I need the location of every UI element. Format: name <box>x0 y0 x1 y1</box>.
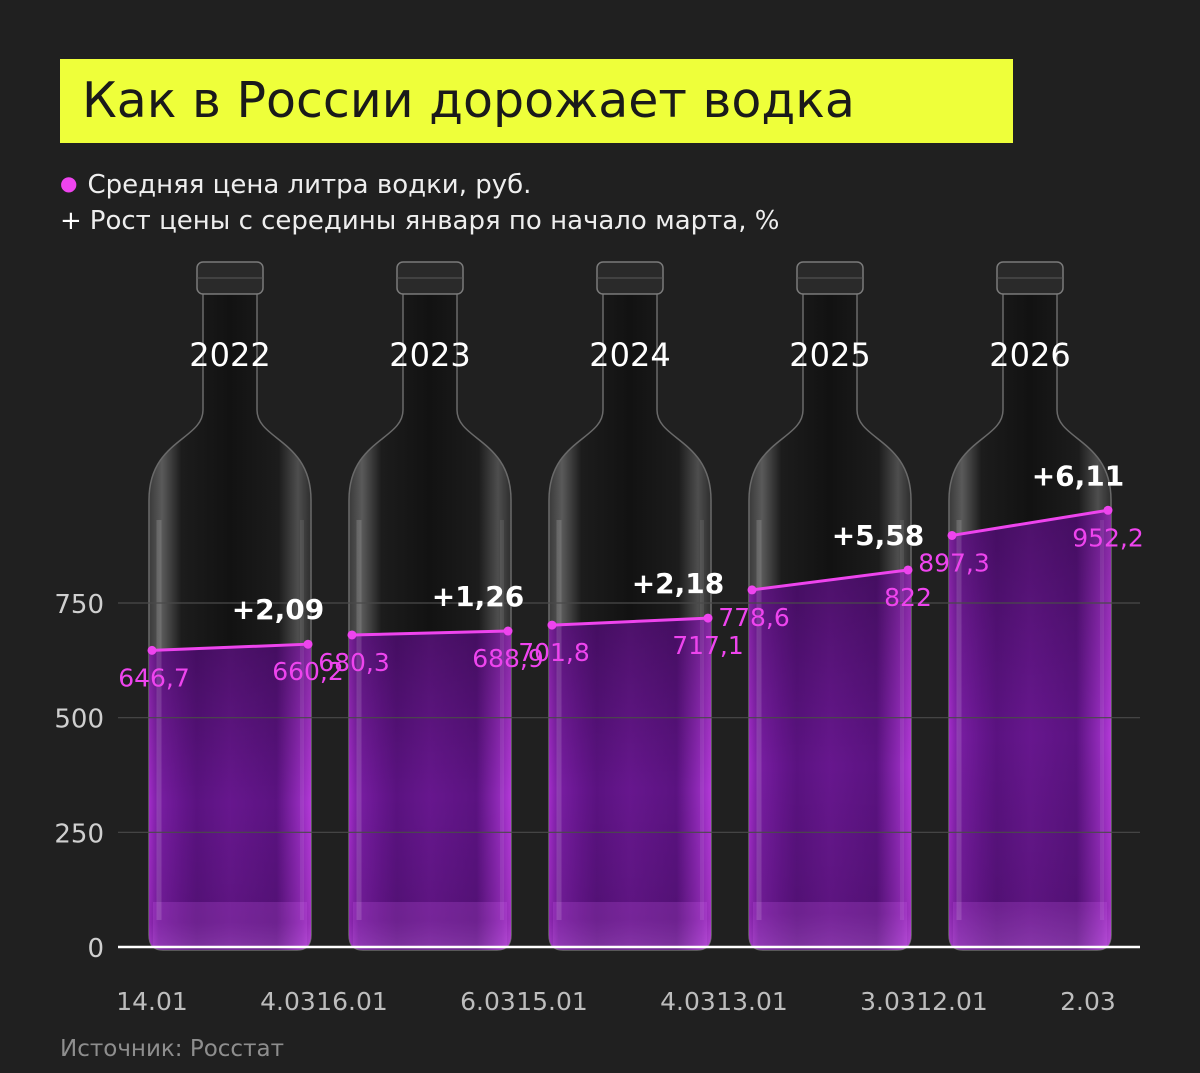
bottle-liquid-shade <box>949 511 1111 950</box>
bottle-base-glass <box>353 902 507 948</box>
bottle-base-glass <box>753 902 907 948</box>
bottle <box>748 261 912 951</box>
bottle-liquid-shade <box>149 645 311 950</box>
year-label: 2023 <box>389 336 470 374</box>
price-data-label: 646,7 <box>118 663 190 692</box>
legend-growth: + Рост цены с середины января по начало м… <box>60 206 779 236</box>
bottle-base-glass <box>553 902 707 948</box>
bottle <box>148 261 312 951</box>
year-label: 2026 <box>989 336 1070 374</box>
price-data-label: 778,6 <box>718 603 790 632</box>
price-point <box>747 585 757 595</box>
price-line <box>751 568 909 592</box>
price-point <box>503 626 513 636</box>
price-data-label: 688,9 <box>472 644 544 673</box>
x-date-label: 14.01 <box>116 987 188 1016</box>
x-date-label: 4.03 <box>660 987 716 1016</box>
x-date-label: 2.03 <box>1060 987 1116 1016</box>
price-point <box>147 645 157 655</box>
chart-title: Как в России дорожает водка <box>60 59 1013 143</box>
price-data-label: 897,3 <box>918 548 990 577</box>
legend-dot-icon: ● <box>60 171 78 195</box>
year-label: 2024 <box>589 336 670 374</box>
price-point <box>347 630 357 640</box>
price-data-label: 701,8 <box>518 638 590 667</box>
x-date-label: 4.03 <box>260 987 316 1016</box>
year-label: 2022 <box>189 336 270 374</box>
legend-price-label: Средняя цена литра водки, руб. <box>87 170 532 200</box>
growth-label: +1,26 <box>432 580 525 613</box>
bottle-liquid-shade <box>349 632 511 950</box>
bottle-base-glass <box>153 902 307 948</box>
price-data-label: 717,1 <box>672 631 744 660</box>
price-point <box>303 639 313 649</box>
legend-growth-label: Рост цены с середины января по начало ма… <box>89 206 780 236</box>
bottle-liquid-shade <box>549 619 711 950</box>
price-point <box>947 530 957 540</box>
price-line <box>151 642 309 652</box>
price-data-label: 952,2 <box>1072 523 1144 552</box>
bottle <box>348 261 512 951</box>
growth-label: +5,58 <box>832 519 925 552</box>
x-date-label: 16.01 <box>316 987 388 1016</box>
bottle-liquid-shade <box>749 570 911 950</box>
y-tick-label: 0 <box>87 934 104 964</box>
bottle <box>548 261 712 951</box>
year-label: 2025 <box>789 336 870 374</box>
price-data-label: 660,2 <box>272 657 344 686</box>
price-point <box>547 620 557 630</box>
price-line <box>951 508 1109 537</box>
price-line <box>351 629 509 637</box>
x-date-label: 15.01 <box>516 987 588 1016</box>
price-point <box>703 613 713 623</box>
price-point <box>903 565 913 575</box>
y-tick-label: 750 <box>54 590 104 620</box>
bottle-base-glass <box>953 902 1107 948</box>
x-date-label: 6.03 <box>460 987 516 1016</box>
legend-price: ● Средняя цена литра водки, руб. <box>60 170 531 200</box>
y-tick-label: 250 <box>54 819 104 849</box>
growth-label: +2,18 <box>632 567 725 600</box>
bottle <box>948 261 1112 951</box>
legend-plus-marker: + <box>60 206 82 236</box>
price-data-label: 822 <box>884 583 932 612</box>
growth-label: +2,09 <box>232 593 325 626</box>
price-data-label: 680,3 <box>318 648 390 677</box>
price-line <box>551 616 709 627</box>
x-date-label: 12.01 <box>916 987 988 1016</box>
growth-label: +6,11 <box>1032 459 1125 492</box>
x-date-label: 13.01 <box>716 987 788 1016</box>
y-tick-label: 500 <box>54 705 104 735</box>
x-date-label: 3.03 <box>860 987 916 1016</box>
price-point <box>1103 505 1113 515</box>
source-note: Источник: Росстат <box>60 1036 284 1062</box>
